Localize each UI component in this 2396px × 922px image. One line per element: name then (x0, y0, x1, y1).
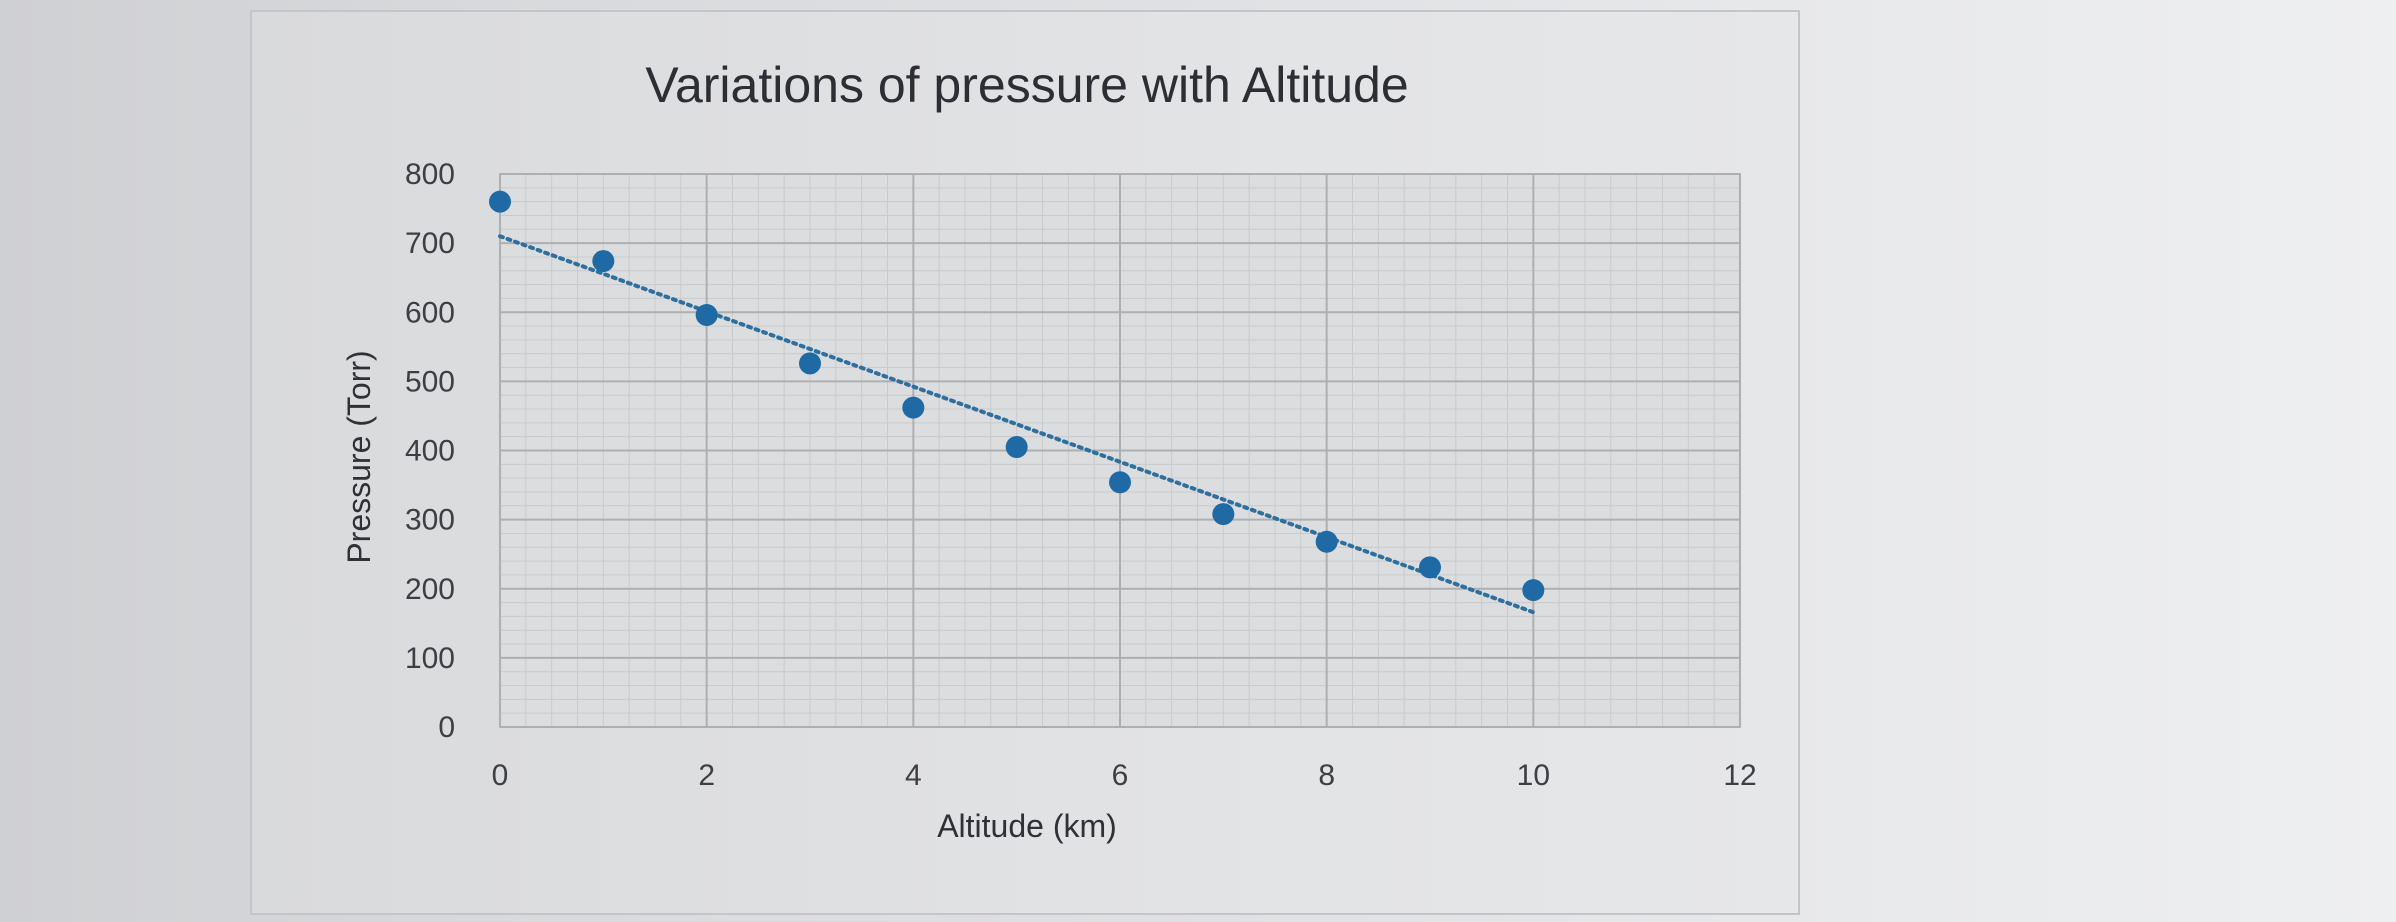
y-axis-ticks: 0 100 200 300 400 500 600 700 800 (405, 158, 455, 744)
x-tick-label: 8 (1318, 759, 1335, 792)
data-point (1109, 471, 1131, 494)
trendline (498, 234, 1536, 615)
data-points (489, 190, 1545, 602)
data-point (902, 396, 925, 419)
chart-frame: Variations of pressure with Altitude 0 10… (250, 10, 1800, 915)
x-tick-label: 12 (1723, 759, 1756, 792)
x-tick-label: 6 (1112, 759, 1129, 792)
y-tick-label: 800 (405, 158, 455, 191)
y-axis-title: Pressure (Torr) (341, 350, 377, 563)
data-point (1005, 436, 1028, 459)
data-point (799, 352, 821, 375)
y-tick-label: 300 (405, 504, 455, 537)
y-tick-label: 500 (405, 365, 455, 398)
y-tick-label: 200 (405, 573, 455, 606)
data-point (1522, 579, 1545, 602)
x-tick-label: 10 (1517, 759, 1550, 792)
x-tick-label: 2 (698, 759, 715, 792)
trendline-group (498, 234, 1536, 615)
chart-title: Variations of pressure with Altitude (645, 57, 1408, 113)
data-point (1315, 530, 1338, 553)
x-tick-label: 4 (905, 759, 922, 792)
grid-lines (499, 173, 1741, 728)
x-tick-label: 0 (492, 759, 509, 792)
data-point (592, 250, 615, 273)
y-tick-label: 100 (405, 642, 455, 675)
scatter-chart: Variations of pressure with Altitude 0 10… (341, 57, 1757, 844)
data-point (695, 304, 718, 327)
y-tick-label: 400 (405, 435, 455, 468)
data-point (489, 190, 511, 213)
x-axis-title: Altitude (km) (937, 808, 1117, 844)
data-point (1212, 503, 1235, 526)
y-tick-label: 600 (405, 296, 455, 329)
y-tick-label: 0 (438, 711, 455, 744)
data-point (1419, 556, 1441, 579)
x-axis-ticks: 0 2 4 6 8 10 12 (492, 759, 1757, 792)
y-tick-label: 700 (405, 227, 455, 260)
